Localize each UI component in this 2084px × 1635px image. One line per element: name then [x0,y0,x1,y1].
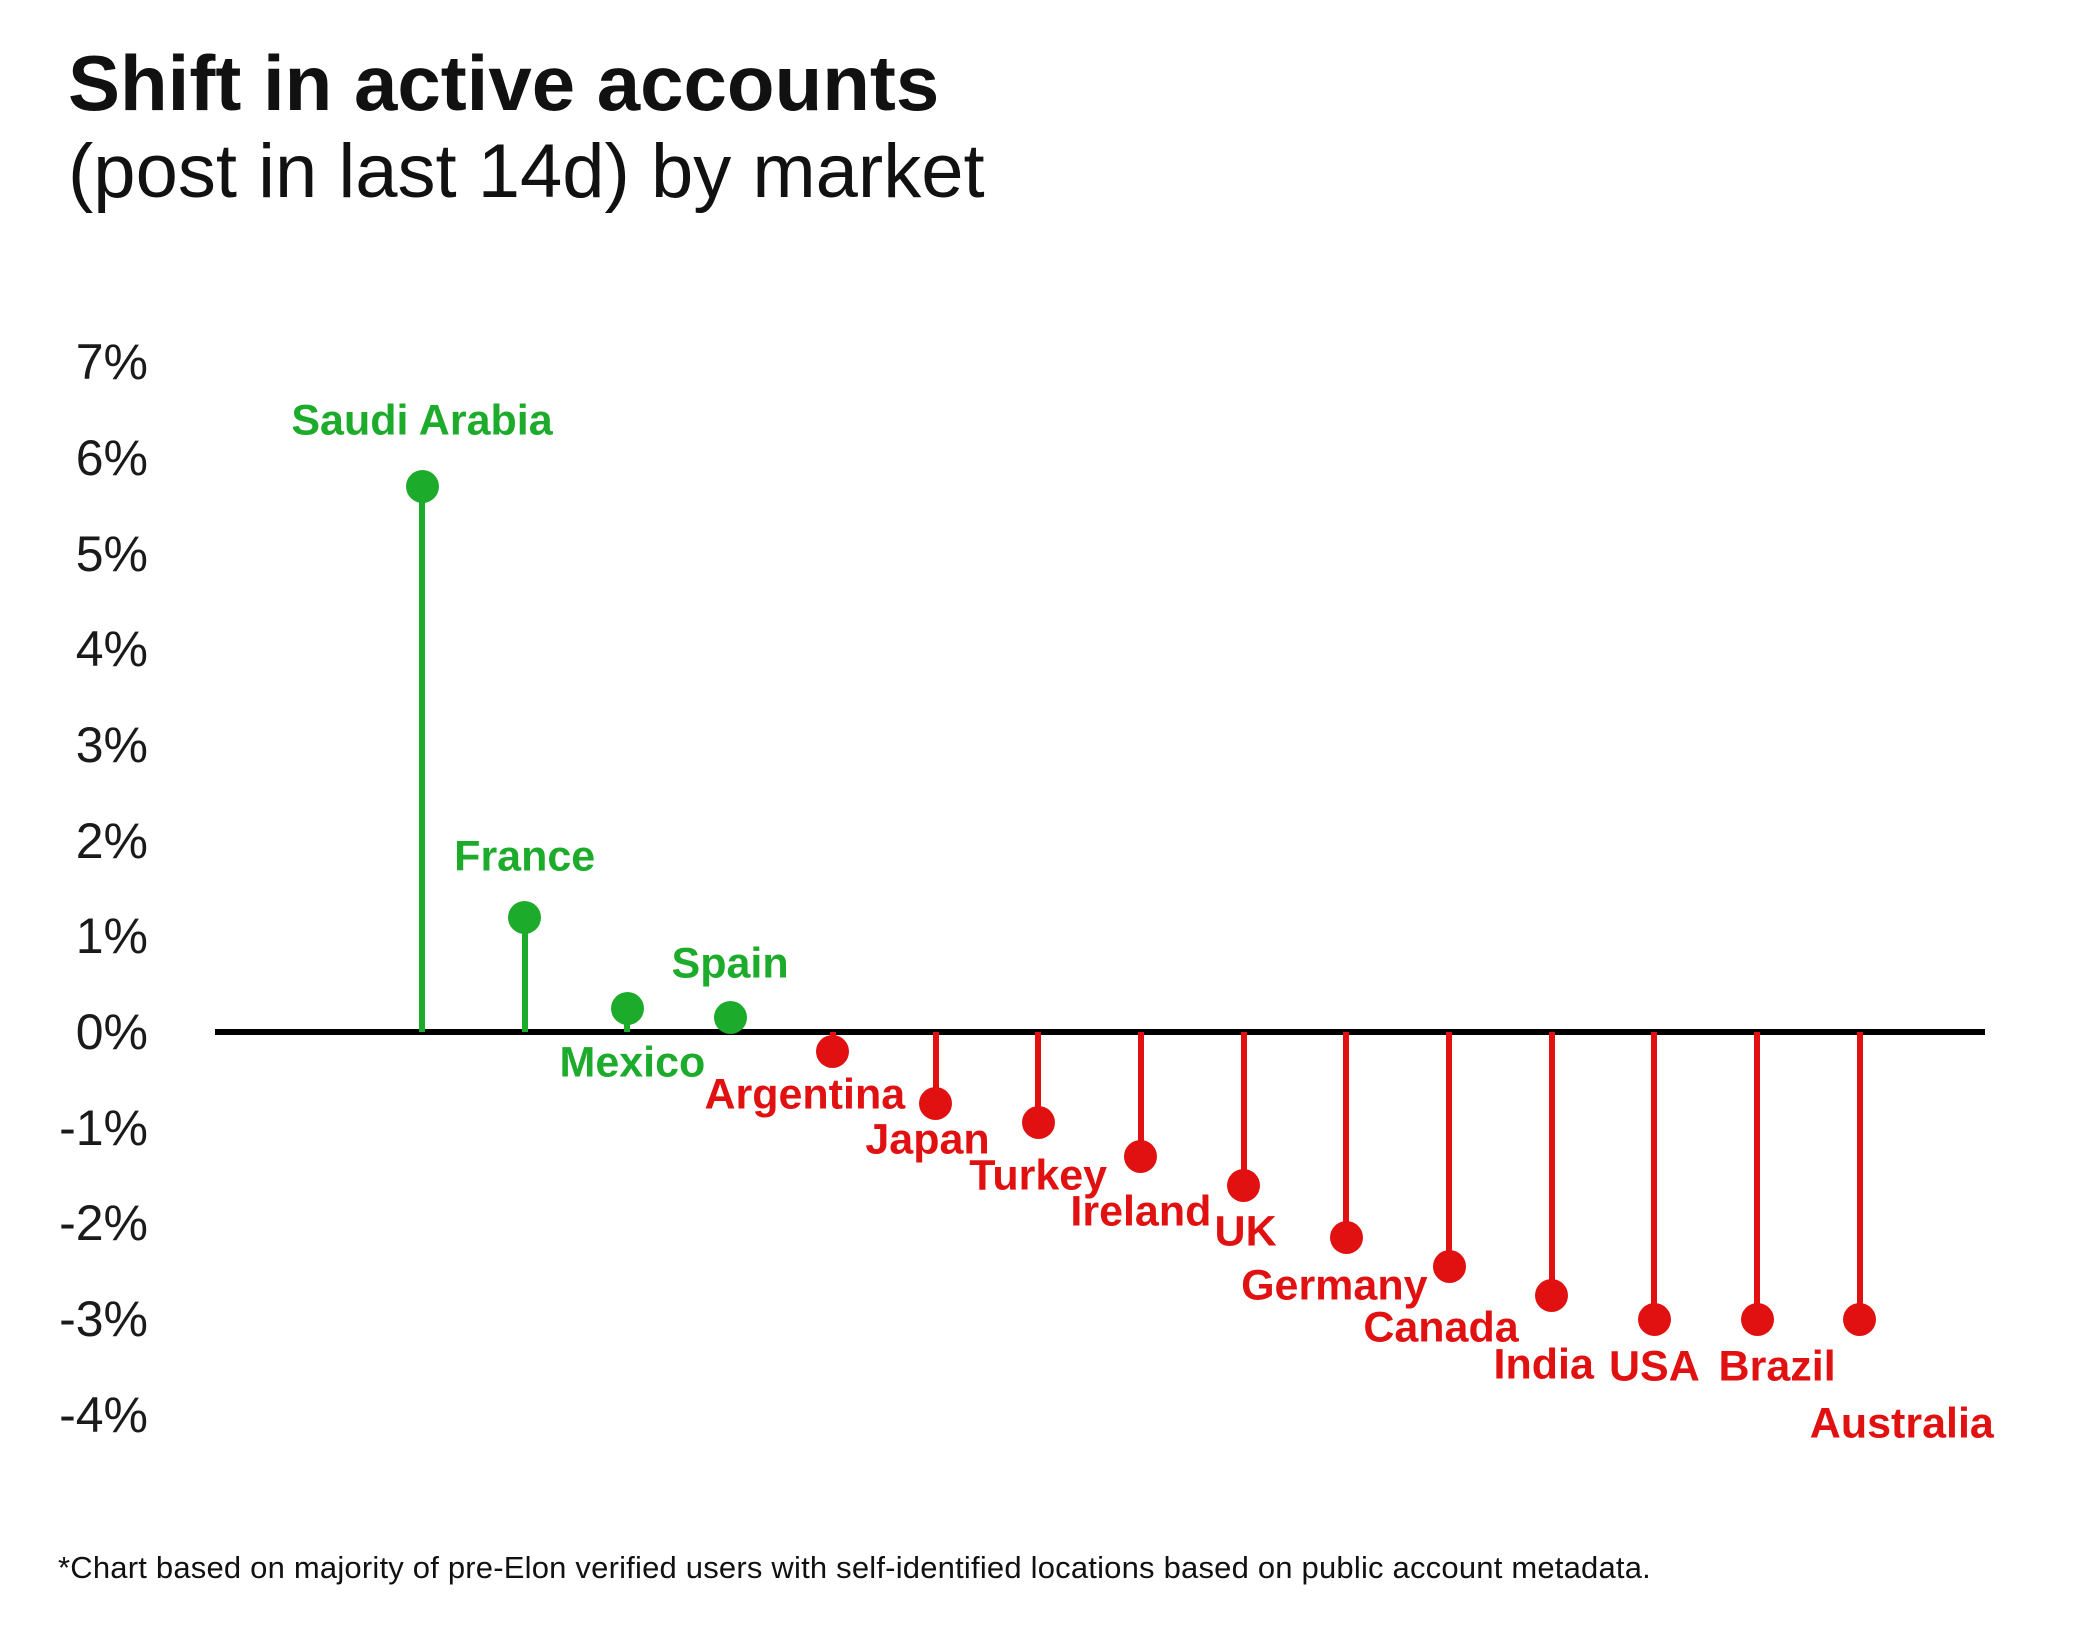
data-point-canada [1432,1249,1466,1283]
country-label-saudi-arabia: Saudi Arabia [291,396,553,444]
country-label-uk: UK [1214,1207,1277,1256]
lollipop-stem-usa [1651,1032,1658,1320]
y-tick-label: 6% [75,429,148,486]
lollipop-stem-turkey [1035,1032,1042,1123]
chart-subtitle: (post in last 14d) by market [68,129,985,215]
footnote-text: *Chart based on majority of pre-Elon ver… [58,1550,1651,1585]
country-label-mexico: Mexico [559,1038,706,1087]
y-tick-label: 2% [75,812,148,869]
country-label-australia: Australia [1809,1399,1994,1448]
country-label-turkey: Turkey [969,1151,1108,1200]
country-label-brazil: Brazil [1718,1342,1836,1391]
y-tick-label: -3% [59,1291,148,1348]
lollipop-stem-uk [1240,1032,1247,1186]
data-point-mexico [610,991,644,1025]
country-label-japan: Japan [865,1115,990,1164]
data-point-ireland [1124,1139,1158,1173]
data-point-saudi-arabia [405,470,439,503]
data-point-turkey [1021,1106,1055,1140]
country-label-spain: Spain [671,939,789,988]
country-label-germany: Germany [1241,1261,1428,1310]
y-tick-label: 7% [75,334,148,391]
lollipop-stem-canada [1446,1032,1452,1267]
y-tick-label: -4% [59,1386,148,1443]
y-tick-label: 3% [75,716,148,773]
lollipop-stem-ireland [1137,1032,1144,1157]
y-tick-label: -1% [59,1099,148,1156]
chart-title: Shift in active accounts [68,39,940,127]
y-tick-label: 5% [75,525,148,582]
data-point-brazil [1740,1302,1774,1336]
data-point-japan [919,1087,952,1121]
data-point-spain [713,1001,747,1035]
data-point-argentina [816,1034,850,1068]
y-tick-label: -2% [59,1195,148,1252]
data-point-france [508,900,542,934]
country-label-usa: USA [1608,1342,1700,1391]
y-tick-label: 1% [75,908,148,965]
lollipop-stem-australia [1856,1032,1863,1320]
lollipop-stem-france [521,917,528,1032]
data-point-india [1535,1278,1569,1312]
data-point-germany [1329,1221,1363,1255]
lollipop-stem-india [1548,1032,1555,1296]
x-axis-line [215,1029,1985,1035]
lollipop-stem-brazil [1754,1032,1761,1320]
country-label-india: India [1493,1340,1594,1389]
lollipop-stem-saudi-arabia [419,486,425,1032]
data-point-usa [1637,1302,1671,1336]
data-point-australia [1843,1302,1877,1336]
lollipop-stem-germany [1343,1032,1350,1238]
title-block: Shift in active accounts (post in last 1… [68,38,985,217]
country-label-argentina: Argentina [704,1070,906,1119]
country-label-ireland: Ireland [1070,1187,1212,1236]
lollipop-stem-japan [932,1032,939,1104]
country-label-france: France [454,832,596,881]
y-tick-label: 0% [75,1004,148,1060]
country-label-canada: Canada [1363,1303,1519,1352]
data-point-uk [1227,1168,1261,1202]
y-tick-label: 4% [75,621,148,678]
